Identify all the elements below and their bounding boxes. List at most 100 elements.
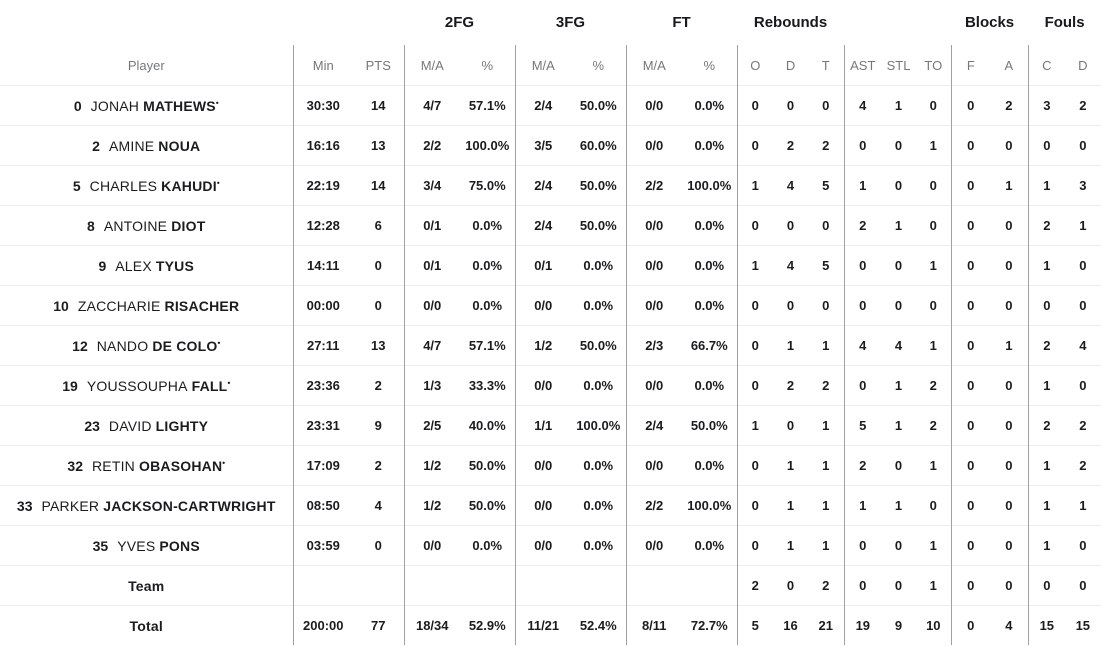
cell-pts: 0 — [374, 538, 382, 553]
cell-foul-d: 0 — [1065, 365, 1101, 406]
cell-stl: 0 — [894, 458, 903, 473]
player-first-name: RETIN — [91, 457, 135, 474]
cell-ast: 1 — [843, 485, 882, 526]
player-first-name: AMINE — [108, 137, 155, 154]
player-first-name: JONAH — [90, 97, 140, 114]
cell-blk-a: 0 — [1005, 578, 1013, 593]
cell-ft-pct: 100.0% — [687, 178, 732, 193]
cell-ast: 1 — [843, 165, 882, 206]
cell-2fg-ma: 1/2 — [403, 445, 460, 486]
player-number: 2 — [92, 137, 100, 154]
cell-pts: 14 — [371, 178, 386, 193]
player-cell: 10 ZACCHARIE RISACHER — [0, 286, 293, 326]
cell-foul-c: 0 — [1027, 565, 1066, 606]
cell-reb-t: 1 — [822, 338, 830, 353]
player-first-name: YVES — [117, 537, 156, 554]
cell-reb-d: 4 — [786, 258, 795, 273]
cell-foul-c: 1 — [1027, 525, 1066, 566]
cell-to: 0 — [929, 298, 937, 313]
cell-reb-o: 0 — [736, 525, 774, 566]
cell-2fg-ma: 0/1 — [403, 205, 460, 246]
cell-foul-d: 3 — [1065, 165, 1101, 206]
cell-blk-a: 1 — [1005, 338, 1013, 353]
cell-reb-o: 0 — [736, 445, 774, 486]
col-header-reb-o: O — [736, 45, 774, 86]
player-last-name: OBASOHAN — [138, 457, 223, 474]
cell-ft-pct: 50.0% — [690, 418, 728, 433]
cell-foul-c: 3 — [1027, 85, 1066, 126]
col-header-min: Min — [292, 45, 353, 86]
cell-blk-a: 4 — [1005, 618, 1013, 633]
cell-2fg-ma: 0/0 — [403, 525, 460, 566]
col-header-foul-c: C — [1027, 45, 1066, 86]
player-last-name: Total — [129, 617, 163, 634]
cell-reb-d: 0 — [786, 218, 795, 233]
cell-blk-f: 0 — [950, 445, 991, 486]
cell-min: 23:31 — [292, 405, 353, 446]
cell-foul-c: 0 — [1027, 125, 1066, 166]
player-last-name: DE COLO — [152, 337, 218, 354]
player-first-name: ANTOINE — [103, 217, 168, 234]
cell-blk-f: 0 — [950, 525, 991, 566]
cell-3fg-ma: 1/2 — [514, 325, 571, 366]
cell-blk-f: 0 — [950, 85, 991, 126]
cell-min: 14:11 — [292, 245, 353, 286]
player-cell: 33 PARKER JACKSON-CARTWRIGHT — [0, 486, 293, 526]
player-cell: 2 AMINE NOUA — [0, 126, 293, 166]
col-header-blk-f: F — [950, 45, 991, 86]
cell-2fg-ma: 1/2 — [403, 485, 460, 526]
player-first-name: ALEX — [115, 257, 152, 274]
cell-foul-c: 1 — [1027, 245, 1066, 286]
cell-reb-d: 1 — [786, 538, 795, 553]
cell-ft-ma — [625, 565, 682, 606]
cell-foul-d: 15 — [1065, 605, 1101, 645]
player-last-name: LIGHTY — [155, 417, 209, 434]
player-cell: 9 ALEX TYUS — [0, 246, 293, 286]
cell-ft-ma: 0/0 — [625, 445, 682, 486]
cell-ft-ma: 0/0 — [625, 125, 682, 166]
cell-ft-pct: 0.0% — [694, 98, 725, 113]
cell-3fg-ma: 1/1 — [514, 405, 571, 446]
cell-foul-d: 4 — [1065, 325, 1101, 366]
cell-blk-f: 0 — [950, 405, 991, 446]
cell-reb-o: 0 — [736, 125, 774, 166]
cell-blk-f: 0 — [950, 605, 991, 645]
starter-mark-icon: • — [227, 378, 231, 388]
cell-stl: 1 — [894, 378, 903, 393]
col-header-3fg-ma: M/A — [514, 45, 571, 86]
cell-ast: 2 — [843, 205, 882, 246]
table-row: 10 ZACCHARIE RISACHER 00:00 0 0/0 0.0% 0/0… — [0, 285, 1101, 326]
cell-ast: 4 — [843, 85, 882, 126]
player-cell: 35 YVES PONS — [0, 526, 293, 566]
cell-ast: 0 — [843, 285, 882, 326]
player-number: 35 — [92, 537, 109, 554]
cell-reb-o: 0 — [736, 85, 774, 126]
cell-blk-f: 0 — [950, 125, 991, 166]
group-header-spacer — [0, 0, 404, 45]
player-cell: 0 JONAH MATHEWS• — [0, 86, 293, 126]
cell-ft-ma: 2/3 — [625, 325, 682, 366]
cell-3fg-ma: 0/1 — [514, 245, 571, 286]
cell-ast: 4 — [843, 325, 882, 366]
cell-reb-o: 2 — [736, 565, 774, 606]
cell-foul-d: 2 — [1065, 445, 1101, 486]
table-row: 12 NANDO DE COLO• 27:11 13 4/7 57.1% 1/2 5… — [0, 325, 1101, 366]
group-header-fouls: Fouls — [1044, 14, 1085, 31]
table-row: 35 YVES PONS 03:59 0 0/0 0.0% 0/0 0.0% 0/0… — [0, 525, 1101, 566]
cell-to: 0 — [929, 218, 937, 233]
cell-2fg-pct: 0.0% — [472, 298, 503, 313]
cell-blk-a: 0 — [1005, 458, 1013, 473]
cell-to: 0 — [929, 498, 937, 513]
cell-2fg-pct: 33.3% — [468, 378, 506, 393]
starter-mark-icon: • — [222, 458, 226, 468]
cell-blk-f: 0 — [950, 485, 991, 526]
cell-reb-o: 0 — [736, 205, 774, 246]
cell-ast: 0 — [843, 365, 882, 406]
player-first-name: NANDO — [96, 337, 149, 354]
cell-stl: 0 — [894, 538, 903, 553]
group-header-rebounds: Rebounds — [753, 14, 828, 31]
group-header-ft: FT — [672, 14, 691, 31]
cell-stl: 0 — [894, 138, 903, 153]
cell-2fg-ma — [403, 565, 460, 606]
